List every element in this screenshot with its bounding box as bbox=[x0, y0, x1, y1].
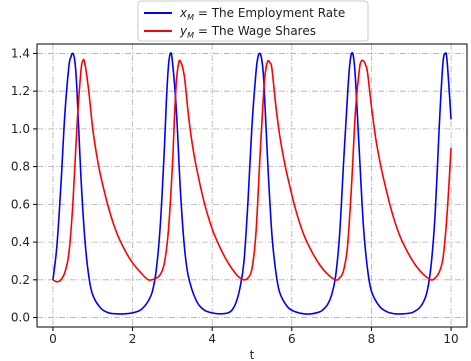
grid bbox=[37, 44, 467, 327]
y-tick-label: 0.6 bbox=[11, 197, 30, 211]
x-tick-label: 8 bbox=[368, 332, 376, 346]
x-tick-label: 6 bbox=[288, 332, 296, 346]
axis-ticks: 0 2 4 6 8 10 0.0 0.2 0.4 0.6 0.8 1.0 1.2 1.4 bbox=[11, 46, 459, 346]
y-tick-label: 0.4 bbox=[11, 235, 30, 249]
y-tick-label: 1.4 bbox=[11, 46, 30, 60]
y-tick-label: 0.8 bbox=[11, 160, 30, 174]
legend-entry: xM = The Employment Rate bbox=[179, 6, 345, 22]
legend-box bbox=[137, 0, 369, 42]
plot-frame bbox=[36, 43, 468, 328]
x-tick-label: 10 bbox=[443, 332, 458, 346]
x-tick-label: 0 bbox=[49, 332, 57, 346]
wage-share-line bbox=[52, 58, 452, 283]
legend-entry: yM = The Wage Shares bbox=[179, 24, 316, 40]
x-tick-label: 4 bbox=[208, 332, 216, 346]
employment-rate-line bbox=[52, 51, 452, 315]
x-axis-label: t bbox=[250, 348, 255, 361]
y-tick-label: 1.2 bbox=[11, 84, 30, 98]
y-tick-label: 0.0 bbox=[11, 311, 30, 325]
y-tick-label: 1.0 bbox=[11, 122, 30, 136]
x-tick-label: 2 bbox=[129, 332, 137, 346]
plot-lines bbox=[52, 51, 452, 315]
legend: xM = The Employment Rate yM = The Wage Sh… bbox=[137, 0, 369, 42]
y-tick-label: 0.2 bbox=[11, 273, 30, 287]
